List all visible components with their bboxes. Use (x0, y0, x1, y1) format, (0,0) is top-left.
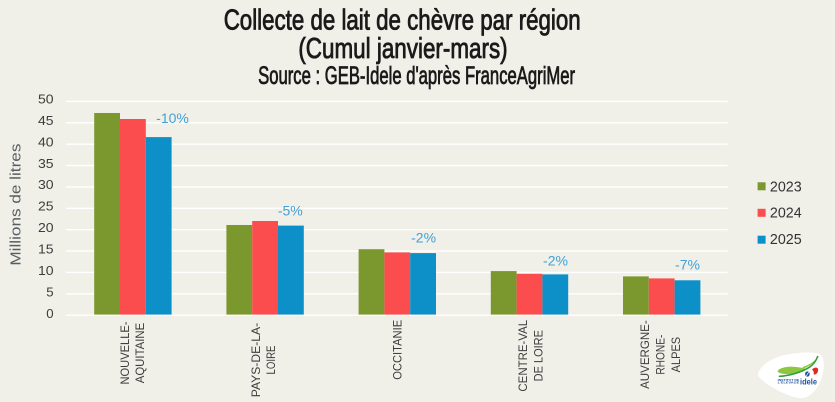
svg-text:35: 35 (38, 156, 54, 171)
svg-text:RHONE-: RHONE- (654, 335, 668, 375)
svg-text:AQUITAINE: AQUITAINE (133, 323, 147, 384)
svg-text:CENTRE-VAL: CENTRE-VAL (516, 319, 530, 391)
svg-text:2023: 2023 (770, 179, 802, 195)
svg-text:OCCITANIE: OCCITANIE (390, 320, 404, 380)
svg-text:0: 0 (46, 306, 53, 321)
svg-text:30: 30 (38, 177, 54, 192)
svg-text:-2%: -2% (411, 229, 436, 245)
svg-text:-2%: -2% (543, 253, 568, 269)
svg-text:Millions de litres: Millions de litres (9, 144, 25, 266)
svg-text:DE LOIRE: DE LOIRE (532, 330, 546, 381)
svg-text:L'ELEVAGE: L'ELEVAGE (778, 380, 800, 384)
svg-text:2025: 2025 (770, 232, 802, 248)
svg-text:5: 5 (46, 284, 53, 299)
svg-text:AUVERGNE-: AUVERGNE- (638, 320, 652, 389)
svg-text:15: 15 (38, 242, 54, 257)
svg-text:40: 40 (38, 134, 54, 149)
svg-text:Collecte de lait de chèvre par: Collecte de lait de chèvre par région (224, 5, 581, 37)
svg-text:LOIRE: LOIRE (264, 346, 278, 375)
svg-text:idele: idele (800, 377, 818, 386)
svg-text:-5%: -5% (278, 203, 303, 219)
svg-text:NOUVELLE-: NOUVELLE- (118, 322, 132, 385)
svg-text:ALPES: ALPES (669, 337, 683, 373)
svg-text:20: 20 (38, 220, 54, 235)
svg-text:Source : GEB-Idele d'après Fra: Source : GEB-Idele d'après FranceAgriMer (258, 62, 575, 90)
svg-text:-10%: -10% (156, 110, 189, 126)
svg-text:-7%: -7% (675, 257, 700, 273)
svg-text:INSTITUT DE: INSTITUT DE (778, 378, 800, 382)
svg-text:45: 45 (38, 113, 54, 128)
svg-text:10: 10 (38, 263, 54, 278)
svg-text:2024: 2024 (770, 206, 802, 222)
svg-text:25: 25 (38, 199, 54, 214)
svg-text:50: 50 (38, 91, 54, 106)
svg-text:PAYS-DE-LA-: PAYS-DE-LA- (249, 323, 263, 397)
svg-text:(Cumul janvier-mars): (Cumul janvier-mars) (298, 33, 507, 65)
